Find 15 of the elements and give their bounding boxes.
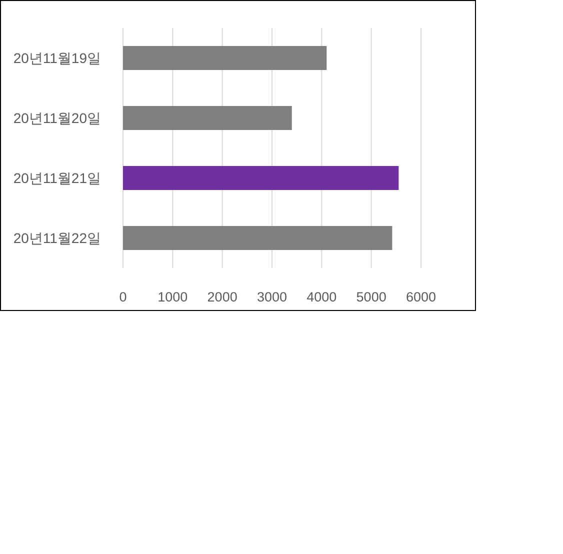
y-tick-label: 20년11월21일 <box>13 170 101 186</box>
x-tick-label: 5000 <box>356 290 386 305</box>
x-tick-label: 4000 <box>306 290 337 305</box>
x-tick-label: 3000 <box>256 290 288 305</box>
bar <box>123 226 392 250</box>
bar <box>123 166 399 190</box>
y-tick-label: 20년11월22일 <box>13 230 101 246</box>
x-tick-label: 0 <box>119 290 127 305</box>
y-tick-label: 20년11월19일 <box>13 50 101 66</box>
x-tick-label: 2000 <box>207 290 238 305</box>
x-tick-label: 6000 <box>406 290 436 305</box>
y-tick-label: 20년11월20일 <box>13 110 101 126</box>
bar <box>123 106 292 130</box>
bar <box>123 46 327 70</box>
x-tick-label: 1000 <box>158 290 188 305</box>
